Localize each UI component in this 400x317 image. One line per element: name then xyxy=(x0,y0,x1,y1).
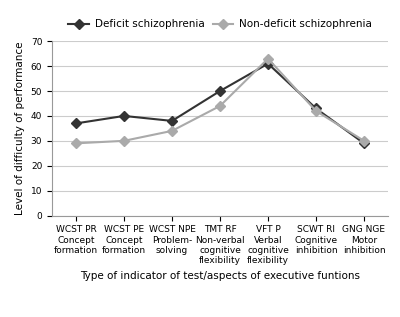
Non-deficit schizophrenia xyxy=(266,57,270,61)
X-axis label: Type of indicator of test/aspects of executive funtions: Type of indicator of test/aspects of exe… xyxy=(80,271,360,281)
Deficit schizophrenia xyxy=(218,89,222,93)
Deficit schizophrenia xyxy=(170,119,174,123)
Non-deficit schizophrenia xyxy=(170,129,174,133)
Line: Deficit schizophrenia: Deficit schizophrenia xyxy=(72,60,368,147)
Deficit schizophrenia xyxy=(122,114,126,118)
Deficit schizophrenia xyxy=(74,121,78,125)
Non-deficit schizophrenia xyxy=(362,139,366,143)
Deficit schizophrenia xyxy=(362,141,366,145)
Deficit schizophrenia xyxy=(314,107,318,110)
Non-deficit schizophrenia xyxy=(314,109,318,113)
Non-deficit schizophrenia xyxy=(122,139,126,143)
Legend: Deficit schizophrenia, Non-deficit schizophrenia: Deficit schizophrenia, Non-deficit schiz… xyxy=(64,15,376,33)
Deficit schizophrenia xyxy=(266,62,270,66)
Line: Non-deficit schizophrenia: Non-deficit schizophrenia xyxy=(72,55,368,147)
Y-axis label: Level of difficulty of performance: Level of difficulty of performance xyxy=(15,42,25,215)
Non-deficit schizophrenia xyxy=(74,141,78,145)
Non-deficit schizophrenia xyxy=(218,104,222,108)
